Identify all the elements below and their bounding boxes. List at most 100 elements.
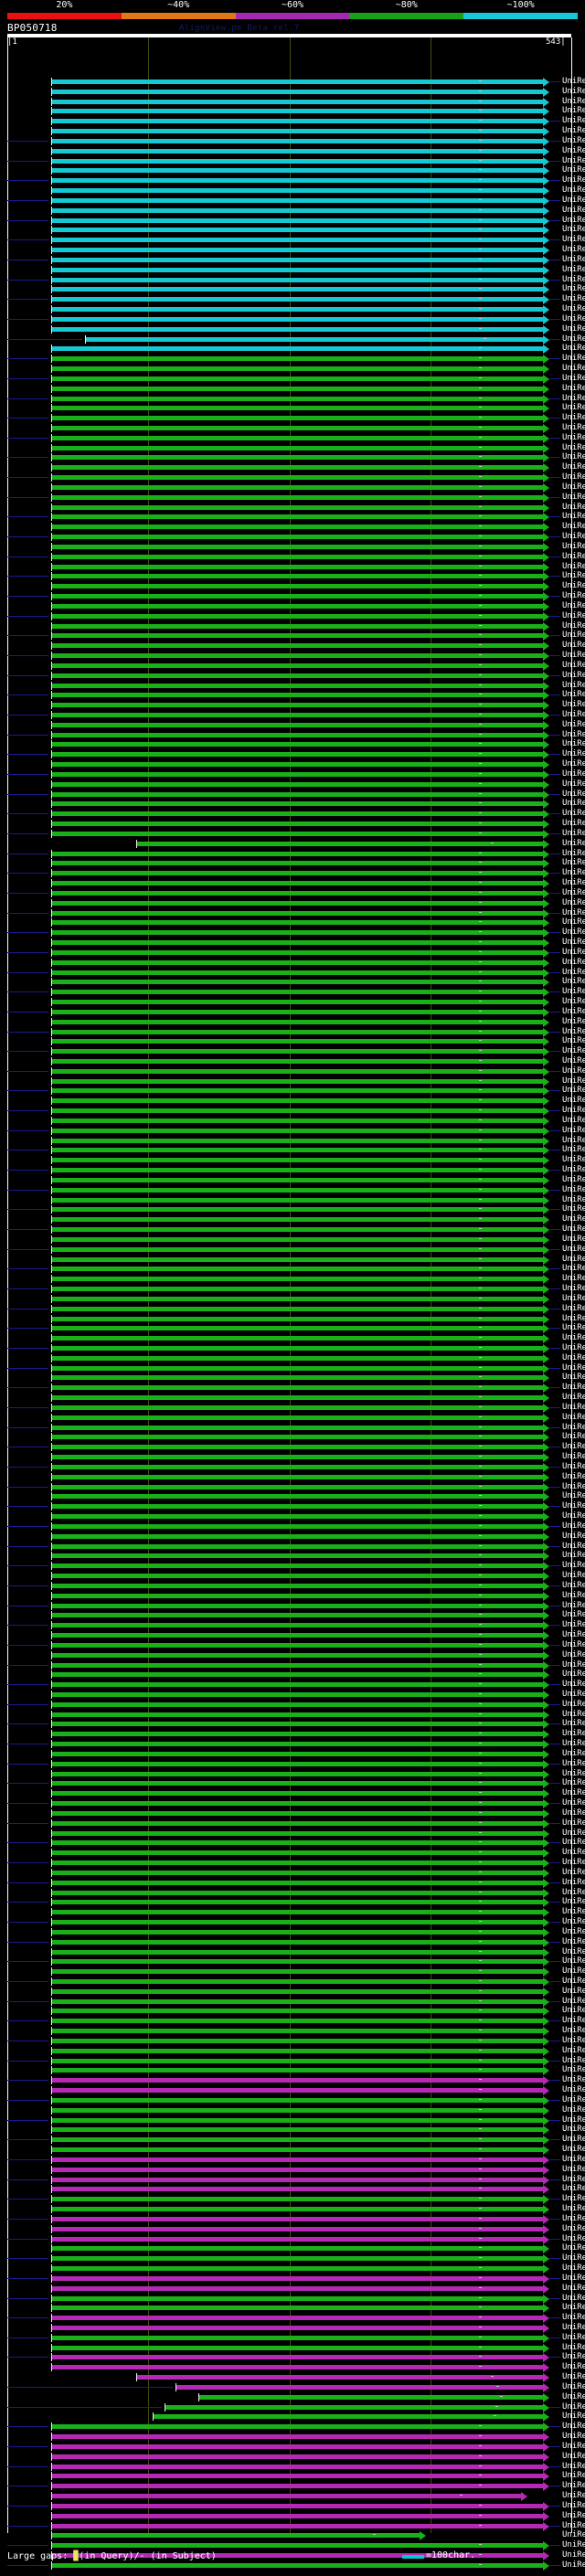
hit-label[interactable]: UniRef100_Q5QE13 bbox=[562, 789, 585, 799]
hit-label[interactable]: UniRef100_Q9P7S1 bbox=[562, 967, 585, 977]
hit-label[interactable]: UniRef100_A9PMR6 bbox=[562, 641, 585, 651]
hit-label[interactable]: UniRef100_UPI000.. bbox=[562, 541, 585, 551]
table-row[interactable]: UniRef100_Q01EJ6 bbox=[0, 1917, 585, 1928]
hit-label[interactable]: UniRef100_C6S1I5 bbox=[562, 1006, 585, 1016]
hsp-bar[interactable] bbox=[52, 1207, 544, 1213]
table-row[interactable]: UniRef100_Q4QHH1 bbox=[0, 2056, 585, 2067]
hsp-bar[interactable] bbox=[52, 2117, 544, 2123]
hit-label[interactable]: UniRef100_C1G8C8 bbox=[562, 1016, 585, 1026]
hsp-bar[interactable] bbox=[52, 1058, 544, 1064]
hit-label[interactable]: UniRef100_B7PLG9 bbox=[562, 393, 585, 403]
table-row[interactable]: UniRef100_B7PLG9 bbox=[0, 393, 585, 405]
hsp-bar[interactable] bbox=[52, 445, 544, 451]
hsp-bar[interactable] bbox=[52, 1701, 544, 1707]
hsp-bar[interactable] bbox=[52, 2038, 544, 2043]
hsp-bar[interactable] bbox=[52, 2137, 544, 2143]
hit-label[interactable]: UniRef100_B4HDS4 bbox=[562, 809, 585, 819]
hsp-bar[interactable] bbox=[52, 2058, 544, 2063]
hit-label[interactable]: UniRef100_A6CPW5 bbox=[562, 2471, 585, 2481]
table-row[interactable]: UniRef100_A1U0F1 bbox=[0, 1224, 585, 1235]
table-row[interactable]: UniRef100_C5L5A4 bbox=[0, 1532, 585, 1542]
table-row[interactable]: UniRef100_Q9KJC3 bbox=[0, 2343, 585, 2354]
hit-label[interactable]: UniRef100_Q5QCF3 bbox=[562, 2332, 585, 2342]
hsp-bar[interactable] bbox=[52, 1593, 544, 1598]
hit-label[interactable]: UniRef100_C5L7P8 bbox=[562, 2145, 585, 2155]
hit-label[interactable]: UniRef100_B9HF11 bbox=[562, 2313, 585, 2323]
hit-label[interactable]: UniRef100_Q9C1C3 bbox=[562, 1323, 585, 1333]
hsp-bar[interactable] bbox=[52, 178, 544, 184]
table-row[interactable]: UniRef100_Q7P9L7 bbox=[0, 1076, 585, 1087]
hsp-bar[interactable] bbox=[52, 1277, 544, 1282]
hsp-bar[interactable] bbox=[52, 2197, 544, 2202]
hit-label[interactable]: UniRef100_Q6ASF2 bbox=[562, 1352, 585, 1362]
hit-label[interactable]: UniRef100_UPI000.. bbox=[562, 551, 585, 561]
table-row[interactable]: UniRef100_Q5KGY4 bbox=[0, 1997, 585, 2008]
hit-label[interactable]: UniRef100_Q5KCQ8 bbox=[562, 1373, 585, 1383]
hit-label[interactable]: UniRef100_Q9FY85 bbox=[562, 195, 585, 205]
hsp-bar[interactable] bbox=[52, 574, 544, 579]
table-row[interactable]: UniRef100_Q16704 bbox=[0, 1184, 585, 1196]
hit-label[interactable]: UniRef100_B6K2S9 bbox=[562, 1541, 585, 1551]
table-row[interactable]: UniRef100_B4MWJ6 bbox=[0, 1966, 585, 1977]
hit-label[interactable]: UniRef100_A7GS00 bbox=[562, 2412, 585, 2422]
hit-label[interactable]: UniRef100_C5L2N6 bbox=[562, 1699, 585, 1709]
hsp-bar[interactable] bbox=[52, 2266, 544, 2272]
hit-label[interactable]: UniRef100_Q5KJH6 bbox=[562, 1145, 585, 1155]
hit-label[interactable]: UniRef100_CMDEB9 bbox=[562, 749, 585, 759]
hit-label[interactable]: UniRef100_Q5E8G6 bbox=[562, 323, 585, 334]
hsp-bar[interactable] bbox=[52, 1543, 544, 1549]
table-row[interactable]: UniRef100_Q5HQ76 bbox=[0, 2491, 585, 2502]
table-row[interactable]: UniRef100_Q01EJ6 bbox=[0, 2274, 585, 2284]
hit-label[interactable]: UniRef100_Q7S5Z6 bbox=[562, 997, 585, 1007]
hsp-bar[interactable] bbox=[52, 584, 544, 589]
hit-label[interactable]: UniRef100_B2ZWM1 bbox=[562, 2135, 585, 2145]
table-row[interactable]: UniRef100_C6S1I5 bbox=[0, 1006, 585, 1018]
table-row[interactable]: UniRef100_A9ERM3 bbox=[0, 1511, 585, 1522]
hit-label[interactable]: UniRef100_A7EHV6 bbox=[562, 1106, 585, 1116]
table-row[interactable]: UniRef100_B9LP92 bbox=[0, 2422, 585, 2433]
hsp-bar[interactable] bbox=[52, 940, 544, 946]
hit-label[interactable]: UniRef100_C5L5A4 bbox=[562, 1531, 585, 1541]
hit-label[interactable]: UniRef100_B9S2P3 bbox=[562, 86, 585, 96]
table-row[interactable]: UniRef100_B4QBV5 bbox=[0, 2194, 585, 2205]
hit-label[interactable]: UniRef100_A4HML8 bbox=[562, 2026, 585, 2036]
table-row[interactable]: UniRef100_C2WBA7 bbox=[0, 2511, 585, 2522]
table-row[interactable]: UniRef100_UPI000.. bbox=[0, 512, 585, 523]
table-row[interactable]: UniRef100_C0WBY3 bbox=[0, 2016, 585, 2027]
hsp-bar[interactable] bbox=[52, 1732, 544, 1737]
hit-label[interactable]: UniRef100_Q5ZSH3 bbox=[562, 779, 585, 789]
hit-label[interactable]: UniRef100_A9ERM3 bbox=[562, 1511, 585, 1521]
hit-label[interactable]: UniRef100_Q5KGM5 bbox=[562, 1096, 585, 1106]
table-row[interactable]: UniRef100_C5M5V6 bbox=[0, 1284, 585, 1295]
hsp-bar[interactable] bbox=[52, 2365, 544, 2370]
hsp-bar[interactable] bbox=[52, 1900, 544, 1905]
table-row[interactable]: UniRef100_A7MBV0 bbox=[0, 2214, 585, 2225]
hit-label[interactable]: UniRef100_Q9ZT57 bbox=[562, 245, 585, 255]
hit-label[interactable]: UniRef100_B3IWG8 bbox=[562, 2075, 585, 2085]
hit-label[interactable]: UniRef100_UPI000.. bbox=[562, 462, 585, 472]
table-row[interactable]: UniRef100_UPI000.. bbox=[0, 888, 585, 899]
hit-label[interactable]: UniRef100_Q9FVH5 bbox=[562, 264, 585, 274]
hsp-bar[interactable] bbox=[52, 2226, 544, 2231]
hsp-bar[interactable] bbox=[52, 2019, 544, 2024]
table-row[interactable]: UniRef100_B3PJ79 bbox=[0, 1521, 585, 1532]
hit-label[interactable]: UniRef100_UPI000.. bbox=[562, 2223, 585, 2233]
hsp-bar[interactable] bbox=[52, 416, 544, 421]
table-row[interactable]: UniRef100_Q9C1C3 bbox=[0, 1323, 585, 1334]
hit-label[interactable]: UniRef100_C5L7D1 bbox=[562, 2461, 585, 2471]
hit-label[interactable]: UniRef100_P113K0 bbox=[562, 769, 585, 779]
table-row[interactable]: UniRef100_B3MB85 bbox=[0, 1798, 585, 1809]
hsp-bar[interactable] bbox=[52, 1158, 544, 1163]
hit-label[interactable]: UniRef100_Q16704 bbox=[562, 1184, 585, 1194]
hit-label[interactable]: UniRef100_Q4A158 bbox=[562, 620, 585, 631]
hit-label[interactable]: UniRef100_B6JXE2 bbox=[562, 977, 585, 987]
hit-label[interactable]: UniRef100_UPI000.. bbox=[562, 631, 585, 641]
table-row[interactable]: UniRef100_UPI000.. bbox=[0, 541, 585, 553]
hsp-bar[interactable] bbox=[52, 1791, 544, 1797]
hit-label[interactable]: UniRef100_B4AL16 bbox=[562, 2263, 585, 2274]
table-row[interactable]: UniRef100_Q2QWT6 bbox=[0, 106, 585, 117]
hit-label[interactable]: UniRef100_Q5SIS1 bbox=[562, 1600, 585, 1610]
hit-label[interactable]: UniRef100_UPI000.. bbox=[562, 1768, 585, 1778]
table-row[interactable]: UniRef100_C1L4K8 bbox=[0, 2046, 585, 2057]
table-row[interactable]: UniRef100_A9HYN6 bbox=[0, 2382, 585, 2393]
